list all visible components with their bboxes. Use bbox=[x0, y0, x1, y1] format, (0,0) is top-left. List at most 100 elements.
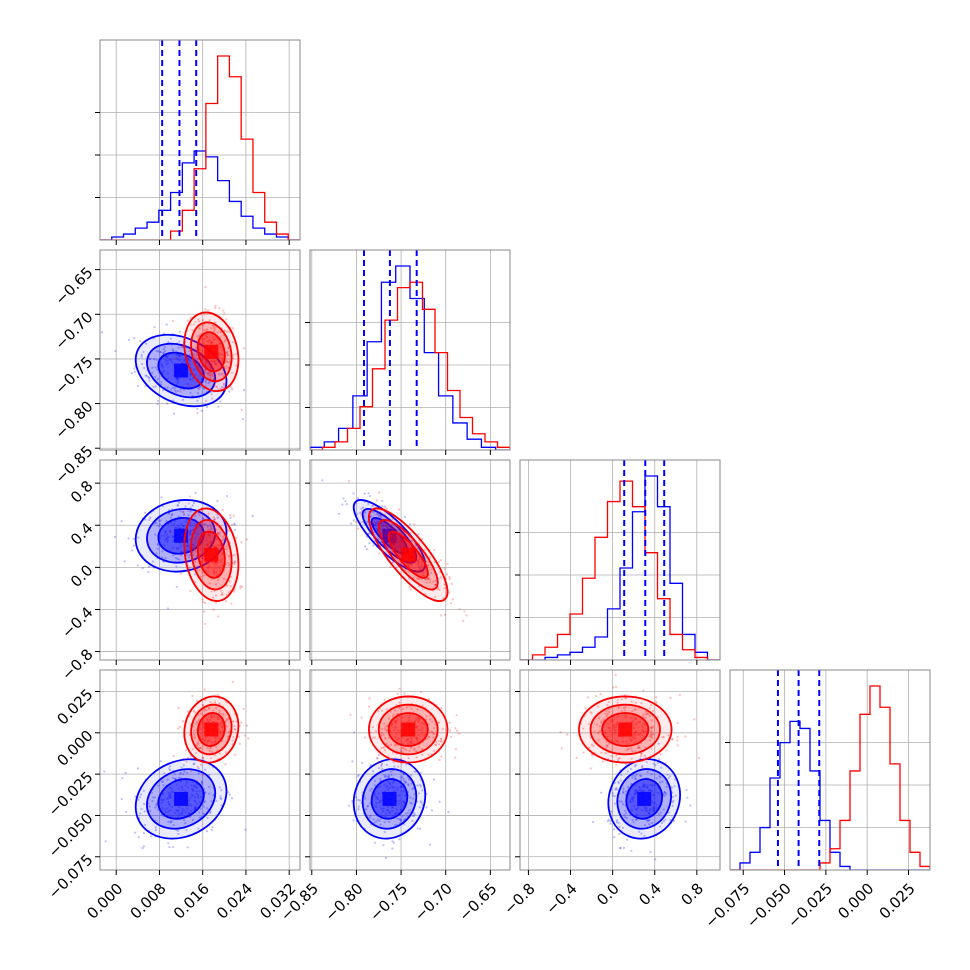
scatter-point bbox=[225, 719, 228, 722]
scatter-point bbox=[361, 506, 365, 509]
scatter-point bbox=[157, 524, 160, 528]
x-tick-label: 0.024 bbox=[213, 880, 256, 923]
scatter-point bbox=[321, 479, 324, 482]
scatter-point bbox=[179, 540, 183, 543]
scatter-point bbox=[618, 832, 621, 835]
scatter-point bbox=[132, 537, 135, 540]
scatter-point bbox=[204, 369, 207, 372]
scatter-point bbox=[408, 809, 411, 812]
scatter-point bbox=[427, 753, 430, 756]
scatter-point bbox=[419, 771, 422, 774]
scatter-point bbox=[197, 767, 200, 770]
scatter-point bbox=[365, 808, 368, 811]
scatter-point bbox=[383, 727, 386, 730]
scatter-point bbox=[401, 530, 404, 533]
scatter-point bbox=[188, 554, 191, 557]
scatter-point bbox=[201, 598, 204, 601]
scatter-point bbox=[149, 809, 152, 812]
scatter-point bbox=[649, 850, 652, 853]
scatter-point bbox=[166, 778, 169, 781]
scatter-point bbox=[156, 377, 159, 381]
scatter-point bbox=[233, 724, 236, 728]
scatter-point bbox=[604, 712, 607, 715]
scatter-point bbox=[182, 764, 185, 767]
scatter-point bbox=[440, 707, 443, 710]
scatter-point bbox=[166, 607, 170, 610]
scatter-point bbox=[658, 813, 661, 816]
scatter-point bbox=[401, 775, 404, 779]
scatter-point bbox=[191, 504, 194, 507]
scatter-point bbox=[645, 760, 648, 764]
scatter-point bbox=[142, 789, 145, 793]
scatter-point bbox=[166, 386, 169, 389]
scatter-point bbox=[176, 557, 179, 561]
scatter-point bbox=[148, 518, 151, 522]
scatter-point bbox=[626, 785, 630, 789]
scatter-point bbox=[152, 385, 155, 389]
scatter-point bbox=[179, 510, 182, 513]
scatter-point bbox=[231, 371, 234, 374]
scatter-point bbox=[225, 584, 229, 587]
scatter-point bbox=[392, 713, 395, 716]
scatter-point bbox=[195, 722, 198, 725]
scatter-point bbox=[664, 791, 667, 795]
scatter-point bbox=[650, 733, 654, 736]
scatter-point bbox=[237, 735, 241, 738]
scatter-point bbox=[208, 528, 211, 531]
scatter-point bbox=[383, 820, 386, 824]
scatter-point bbox=[357, 497, 360, 500]
scatter-point bbox=[605, 710, 608, 713]
panel-2-0: −0.8 −0.4 0.0 0.4 0.8 bbox=[58, 459, 301, 684]
scatter-point bbox=[209, 701, 212, 704]
y-tick-label: −0.025 bbox=[45, 768, 97, 820]
scatter-point bbox=[231, 739, 234, 742]
scatter-point bbox=[212, 709, 215, 712]
scatter-point bbox=[620, 773, 623, 777]
scatter-point bbox=[227, 529, 230, 532]
scatter-point bbox=[195, 535, 198, 538]
scatter-point bbox=[150, 791, 153, 794]
scatter-point bbox=[229, 516, 232, 520]
scatter-point bbox=[684, 735, 687, 738]
scatter-point bbox=[391, 847, 394, 850]
scatter-point bbox=[440, 737, 443, 741]
scatter-point bbox=[194, 356, 197, 359]
scatter-point bbox=[432, 732, 436, 735]
scatter-point bbox=[154, 533, 157, 536]
scatter-point bbox=[231, 326, 235, 330]
scatter-point bbox=[219, 387, 222, 390]
scatter-point bbox=[432, 778, 436, 781]
scatter-point bbox=[643, 754, 647, 757]
scatter-point bbox=[383, 749, 386, 752]
scatter-point bbox=[650, 773, 653, 776]
scatter-point bbox=[426, 737, 429, 740]
scatter-point bbox=[233, 523, 236, 526]
scatter-point bbox=[147, 376, 151, 380]
scatter-point bbox=[644, 713, 648, 716]
scatter-point bbox=[349, 713, 352, 716]
scatter-point bbox=[224, 367, 227, 370]
scatter-point bbox=[212, 324, 215, 328]
scatter-point bbox=[161, 388, 165, 392]
density-peak-series-0 bbox=[174, 363, 189, 378]
scatter-point bbox=[217, 693, 220, 696]
density-peak-series-0 bbox=[174, 791, 189, 806]
scatter-point bbox=[428, 578, 432, 581]
scatter-point bbox=[171, 320, 174, 323]
scatter-point bbox=[404, 568, 407, 571]
scatter-point bbox=[403, 780, 406, 783]
scatter-point bbox=[192, 501, 196, 504]
scatter-point bbox=[385, 543, 388, 546]
scatter-point bbox=[646, 770, 649, 774]
scatter-point bbox=[137, 798, 140, 801]
scatter-point bbox=[232, 736, 235, 739]
scatter-point bbox=[162, 351, 165, 354]
scatter-point bbox=[420, 550, 423, 553]
scatter-point bbox=[428, 843, 432, 846]
scatter-point bbox=[559, 731, 562, 734]
scatter-point bbox=[428, 718, 432, 721]
panel-frame bbox=[309, 459, 511, 661]
scatter-point bbox=[133, 367, 136, 370]
scatter-point bbox=[241, 417, 245, 421]
scatter-point bbox=[372, 818, 375, 821]
